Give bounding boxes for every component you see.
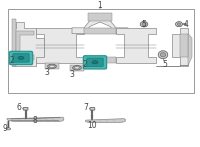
Polygon shape — [70, 65, 84, 71]
Polygon shape — [84, 57, 116, 63]
Ellipse shape — [177, 23, 181, 25]
Polygon shape — [156, 28, 188, 66]
Polygon shape — [36, 28, 84, 63]
FancyBboxPatch shape — [87, 58, 103, 66]
Ellipse shape — [48, 64, 56, 69]
Ellipse shape — [50, 65, 54, 67]
Ellipse shape — [75, 67, 79, 69]
Polygon shape — [116, 28, 156, 63]
Polygon shape — [86, 119, 126, 123]
Polygon shape — [12, 22, 44, 66]
Polygon shape — [7, 117, 64, 122]
FancyBboxPatch shape — [90, 107, 95, 110]
Polygon shape — [72, 16, 128, 34]
Text: 8: 8 — [33, 116, 37, 125]
Ellipse shape — [158, 51, 168, 59]
Text: 2: 2 — [10, 56, 14, 65]
FancyBboxPatch shape — [23, 107, 28, 110]
Polygon shape — [180, 34, 192, 66]
Text: 5: 5 — [142, 20, 146, 29]
Text: 7: 7 — [84, 103, 88, 112]
Ellipse shape — [140, 21, 148, 27]
Text: 4: 4 — [184, 20, 188, 29]
Ellipse shape — [176, 22, 182, 27]
Text: 9: 9 — [3, 124, 7, 133]
Ellipse shape — [73, 66, 81, 70]
Polygon shape — [45, 64, 59, 69]
Polygon shape — [16, 31, 34, 60]
FancyBboxPatch shape — [83, 56, 107, 69]
FancyBboxPatch shape — [13, 54, 29, 62]
Text: 6: 6 — [17, 103, 21, 112]
Bar — [8, 9, 194, 93]
Text: 3: 3 — [70, 70, 74, 79]
Polygon shape — [88, 13, 112, 21]
Text: 5: 5 — [163, 60, 167, 69]
Text: 2: 2 — [83, 60, 87, 69]
Ellipse shape — [18, 56, 24, 60]
FancyBboxPatch shape — [9, 51, 33, 65]
Ellipse shape — [92, 61, 98, 64]
Polygon shape — [84, 28, 116, 34]
Ellipse shape — [160, 52, 166, 57]
Text: 3: 3 — [45, 68, 49, 77]
Polygon shape — [180, 34, 188, 57]
Ellipse shape — [6, 128, 11, 130]
Text: 10: 10 — [87, 121, 97, 130]
Ellipse shape — [142, 23, 146, 26]
Polygon shape — [12, 19, 16, 66]
Text: 1: 1 — [98, 1, 102, 10]
